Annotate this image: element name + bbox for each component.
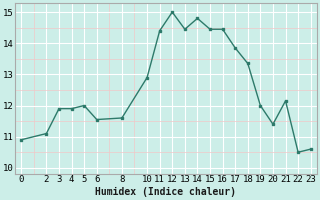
X-axis label: Humidex (Indice chaleur): Humidex (Indice chaleur) — [95, 187, 236, 197]
